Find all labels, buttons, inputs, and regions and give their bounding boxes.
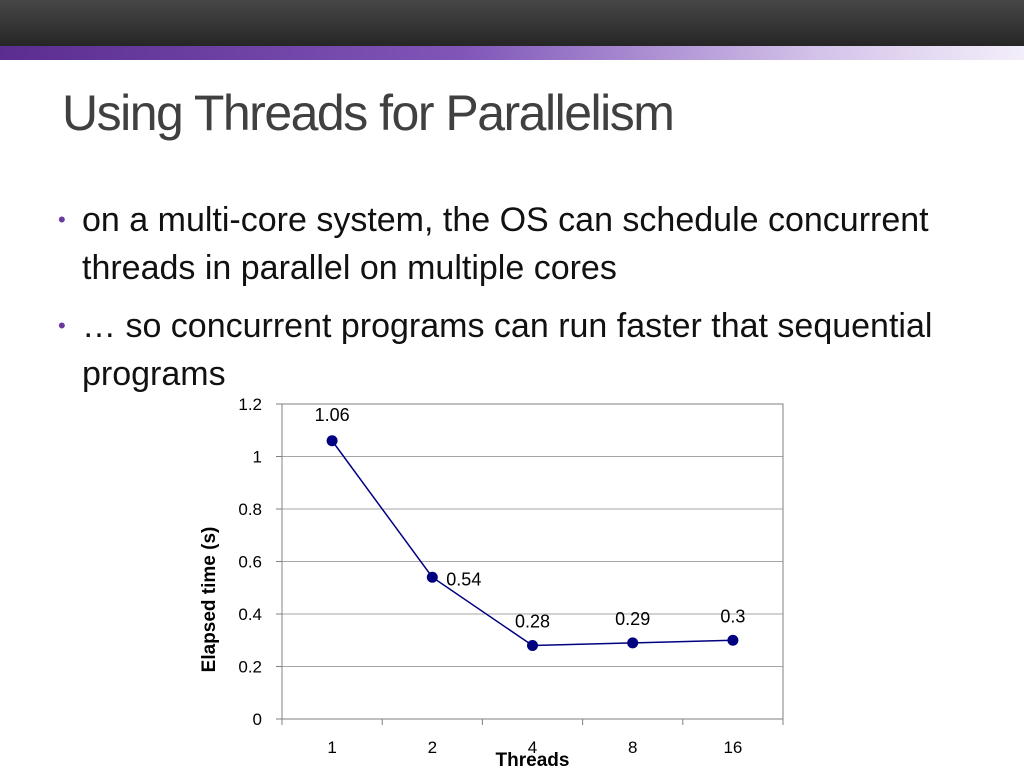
y-axis-label: Elapsed time (s) (199, 527, 220, 673)
y-tick-label: 0 (253, 710, 262, 729)
y-tick-label: 0.2 (238, 658, 262, 677)
data-point (627, 637, 639, 649)
data-label: 0.28 (515, 612, 550, 632)
y-tick-label: 1 (253, 448, 262, 467)
y-tick-label: 1.2 (238, 395, 262, 414)
x-tick-label: 8 (628, 738, 637, 757)
data-label: 1.06 (315, 405, 350, 425)
slide-title: Using Threads for Parallelism (62, 85, 675, 141)
y-tick-label: 0.6 (238, 553, 262, 572)
data-label: 0.29 (615, 609, 650, 629)
bullet-item-2: • … so concurrent programs can run faste… (58, 302, 958, 398)
bullet-list: • on a multi-core system, the OS can sch… (58, 196, 958, 398)
y-tick-label: 0.4 (238, 605, 262, 624)
bullet-text-1: on a multi-core system, the OS can sched… (82, 201, 929, 287)
bullet-dot-icon: • (58, 207, 66, 232)
bullet-dot-icon: • (58, 313, 66, 338)
x-axis-label: Threads (496, 750, 570, 768)
bullet-text-2: … so concurrent programs can run faster … (82, 307, 933, 393)
x-tick-label: 16 (723, 738, 742, 757)
data-point (426, 571, 438, 583)
bullet-item-1: • on a multi-core system, the OS can sch… (58, 196, 958, 292)
data-point (727, 634, 739, 646)
top-banner (0, 0, 1024, 46)
data-label: 0.54 (446, 569, 481, 589)
data-label: 0.3 (720, 606, 745, 626)
x-tick-label: 2 (428, 738, 437, 757)
x-tick-label: 1 (327, 738, 336, 757)
x-tick-label: 4 (528, 738, 537, 757)
data-point (326, 435, 338, 447)
chart-gridlines (282, 456, 783, 667)
chart-points: 1.06 0.54 0.28 0.29 0.3 (315, 405, 745, 651)
accent-stripe (0, 46, 1024, 60)
y-tick-label: 0.8 (238, 500, 262, 519)
data-point (527, 640, 538, 651)
chart-axes: 0 0.2 0.4 0.6 0.8 1 1.2 1 2 4 8 16 (238, 395, 784, 757)
